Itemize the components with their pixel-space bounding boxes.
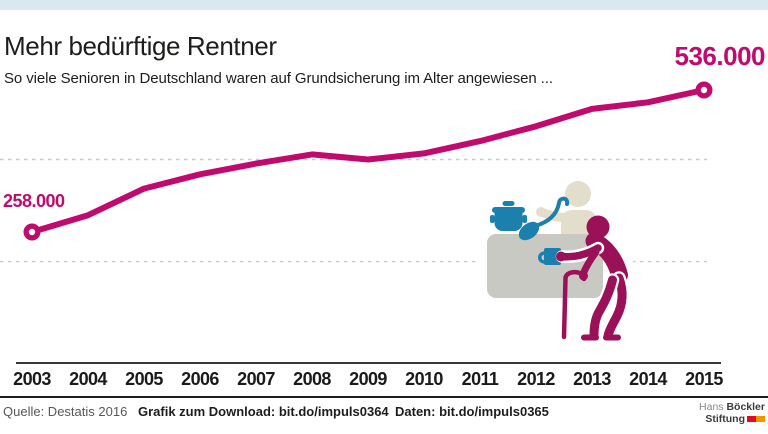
x-axis-label: 2014 bbox=[629, 369, 667, 389]
logo-text-boeckler: Böckler bbox=[726, 401, 765, 413]
pot-lid-icon bbox=[492, 207, 525, 213]
hans-boeckler-logo: Hans Böckler Stiftung bbox=[699, 401, 765, 425]
footer-divider bbox=[0, 396, 768, 398]
logo-block-red-icon bbox=[747, 415, 756, 422]
pot-handle-left-icon bbox=[490, 215, 495, 223]
page-subtitle: So viele Senioren in Deutschland waren a… bbox=[4, 70, 553, 87]
top-accent-bar bbox=[0, 0, 768, 10]
logo-text-hans: Hans bbox=[699, 401, 724, 413]
x-axis-label: 2011 bbox=[461, 369, 499, 389]
x-axis-label: 2015 bbox=[685, 369, 723, 389]
mug-handle-icon bbox=[538, 251, 546, 264]
x-axis-label: 2004 bbox=[69, 369, 107, 389]
x-axis-label: 2005 bbox=[125, 369, 163, 389]
x-axis-label: 2012 bbox=[517, 369, 555, 389]
server-hand bbox=[536, 207, 546, 217]
ladle-handle-icon bbox=[533, 196, 570, 228]
trend-line bbox=[29, 87, 707, 235]
ladle-bowl-icon bbox=[518, 221, 540, 241]
counter bbox=[487, 234, 603, 298]
source-text: Quelle: Destatis 2016 bbox=[3, 404, 128, 419]
download-label: Grafik zum Download: bbox=[138, 404, 276, 419]
pot-body-icon bbox=[494, 213, 523, 231]
data-point-marker-end-hole bbox=[700, 86, 708, 94]
page-title: Mehr bedürftige Rentner bbox=[4, 31, 277, 61]
x-axis-label: 2009 bbox=[349, 369, 387, 389]
download-text: Grafik zum Download: bit.do/impuls0364 bbox=[138, 404, 389, 420]
senior-cane-arm bbox=[580, 248, 600, 277]
x-axis-label: 2008 bbox=[293, 369, 331, 389]
data-label: Daten: bbox=[395, 404, 436, 419]
start-value-label: 258.000 bbox=[3, 191, 65, 211]
x-axis-label: 2006 bbox=[181, 369, 219, 389]
pot-handle-right-icon bbox=[522, 215, 527, 223]
download-link[interactable]: bit.do/impuls0364 bbox=[278, 404, 389, 419]
senior-cane-hand bbox=[579, 271, 588, 281]
x-axis-label: 2013 bbox=[573, 369, 611, 389]
x-axis-label: 2003 bbox=[13, 369, 51, 389]
senior-hand bbox=[556, 251, 566, 262]
logo-text-stiftung: Stiftung bbox=[705, 412, 745, 425]
mug-icon bbox=[544, 248, 561, 265]
pot-knob-icon bbox=[502, 201, 515, 206]
server-arm bbox=[539, 208, 580, 222]
server-head bbox=[565, 181, 591, 207]
data-link[interactable]: bit.do/impuls0365 bbox=[439, 404, 549, 419]
x-axis-label: 2007 bbox=[237, 369, 275, 389]
data-text: Daten: bit.do/impuls0365 bbox=[395, 404, 549, 420]
data-point-marker-start-hole bbox=[28, 228, 36, 236]
x-axis-label: 2010 bbox=[405, 369, 443, 389]
senior-back-leg bbox=[603, 273, 627, 341]
senior-front-leg bbox=[589, 275, 617, 340]
logo-block-orange-icon bbox=[756, 415, 765, 422]
end-value-label: 536.000 bbox=[674, 41, 766, 71]
soup-kitchen-illustration bbox=[477, 181, 633, 343]
